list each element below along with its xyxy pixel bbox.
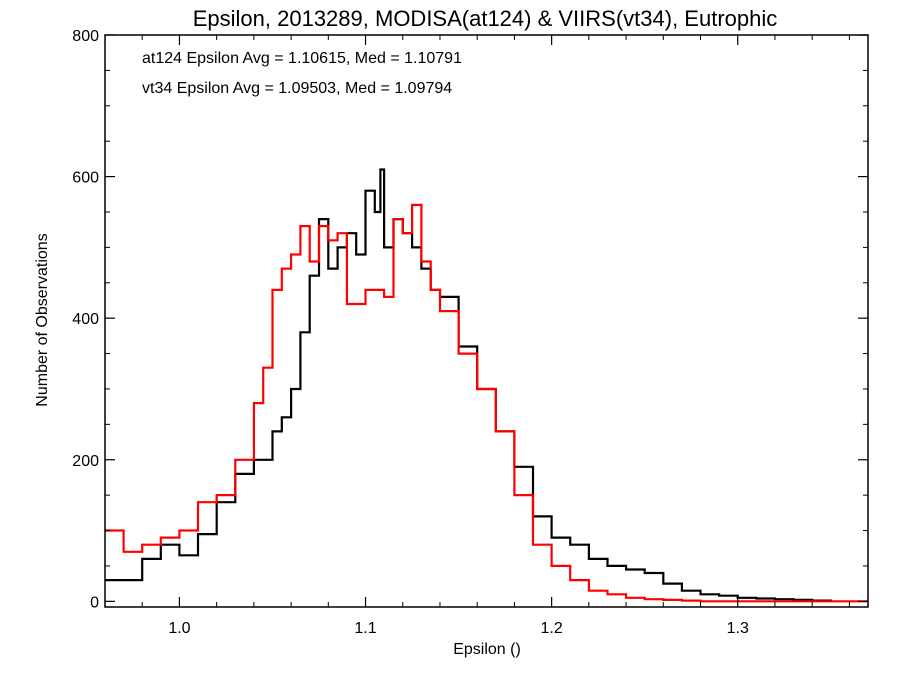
annotation-at124-stats: at124 Epsilon Avg = 1.10615, Med = 1.107… bbox=[142, 50, 462, 67]
x-tick-label: 1.3 bbox=[727, 620, 749, 637]
series-at124-histogram bbox=[105, 168, 832, 602]
x-tick-label: 1.0 bbox=[168, 620, 190, 637]
axes-layer: 1.0 1.1 1.2 1.3 0 200 400 600 800 bbox=[72, 28, 869, 637]
y-tick-label: 400 bbox=[72, 311, 99, 328]
x-axis-label: Epsilon () bbox=[453, 641, 521, 658]
y-tick-label: 800 bbox=[72, 28, 99, 45]
chart-title: Epsilon, 2013289, MODISA(at124) & VIIRS(… bbox=[193, 6, 778, 31]
y-tick-label: 600 bbox=[72, 170, 99, 187]
y-tick-label: 0 bbox=[90, 594, 99, 611]
y-tick-label: 200 bbox=[72, 453, 99, 470]
x-tick-label: 1.1 bbox=[354, 620, 376, 637]
plot-frame bbox=[104, 34, 869, 608]
series-vt34-histogram bbox=[105, 203, 868, 603]
annotation-layer: at124 Epsilon Avg = 1.10615, Med = 1.107… bbox=[142, 50, 462, 97]
series-layer bbox=[105, 168, 868, 603]
x-tick-label: 1.2 bbox=[541, 620, 563, 637]
y-axis-label: Number of Observations bbox=[34, 233, 51, 406]
annotation-vt34-stats: vt34 Epsilon Avg = 1.09503, Med = 1.0979… bbox=[142, 80, 452, 97]
